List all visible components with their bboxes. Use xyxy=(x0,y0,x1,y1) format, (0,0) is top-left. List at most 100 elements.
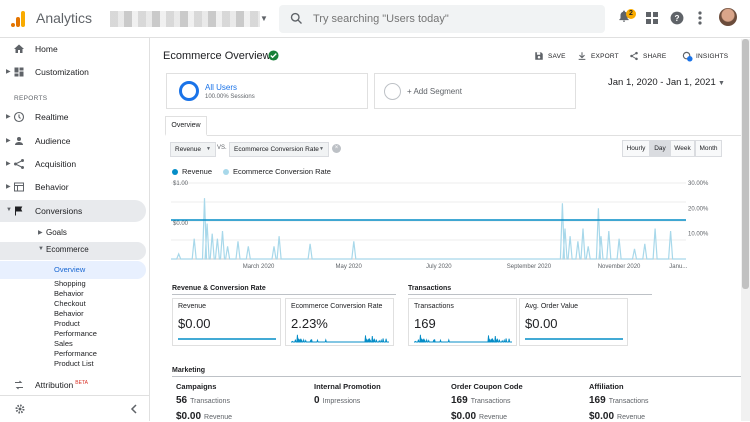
segment-ring-icon xyxy=(179,81,199,101)
notification-count-badge: 2 xyxy=(626,9,636,19)
kpi-name: Avg. Order Value xyxy=(525,303,578,310)
dashboard-icon xyxy=(13,66,25,78)
acquisition-icon xyxy=(13,158,25,170)
marketing-metric-label: Revenue xyxy=(204,414,232,421)
clock-icon xyxy=(13,111,25,123)
marketing-metric-label: Impressions xyxy=(323,398,361,405)
date-caret-down-icon[interactable]: ▼ xyxy=(718,80,725,87)
x-tick-label: Janu... xyxy=(669,264,687,270)
user-avatar[interactable] xyxy=(719,8,737,26)
settings-gear-icon[interactable] xyxy=(14,403,26,415)
sidebar-item-ecommerce[interactable]: ▼ Ecommerce xyxy=(0,242,146,260)
search-bar[interactable] xyxy=(279,5,605,33)
x-tick-label: November 2020 xyxy=(598,264,641,270)
date-range-picker[interactable]: Jan 1, 2020 - Jan 1, 2021 xyxy=(608,77,716,88)
compare-metric-select[interactable]: Ecommerce Conversion Rate▼ xyxy=(229,142,329,157)
section-divider xyxy=(408,294,652,295)
kpi-name: Revenue xyxy=(178,303,206,310)
kpi-conversion-rate[interactable]: Ecommerce Conversion Rate 2.23% xyxy=(285,298,394,346)
sidebar-item-behavior[interactable]: ▶ Behavior xyxy=(0,176,150,198)
search-input[interactable] xyxy=(313,9,593,29)
section-divider xyxy=(172,376,744,377)
caret-right-icon: ▶ xyxy=(6,68,11,75)
segment-name: All Users xyxy=(205,83,237,92)
help-icon[interactable]: ? xyxy=(670,11,684,25)
marketing-value: 169 xyxy=(589,395,606,406)
y-left-tick-label: $0.00 xyxy=(173,221,189,227)
granularity-month-button[interactable]: Month xyxy=(695,140,722,157)
granularity-day-button[interactable]: Day xyxy=(650,140,670,157)
marketing-metric-label: Revenue xyxy=(617,414,645,421)
caret-down-icon: ▼ xyxy=(6,207,12,213)
caret-down-icon[interactable]: ▼ xyxy=(260,14,268,23)
marketing-value: 56 xyxy=(176,395,187,406)
add-segment-button[interactable]: + Add Segment xyxy=(374,73,576,109)
legend-conversion: Ecommerce Conversion Rate xyxy=(233,167,331,176)
sidebar-item-home[interactable]: Home xyxy=(0,38,150,60)
x-tick-label: May 2020 xyxy=(335,264,362,270)
x-tick-label: July 2020 xyxy=(426,264,452,270)
person-icon xyxy=(13,135,25,147)
primary-metric-select[interactable]: Revenue▼ xyxy=(170,142,216,157)
export-label: EXPORT xyxy=(591,53,619,60)
scrollbar-thumb[interactable] xyxy=(742,39,749,289)
share-label: SHARE xyxy=(643,53,666,60)
clear-compare-icon[interactable]: × xyxy=(332,144,341,153)
segment-all-users[interactable]: All Users 100.00% Sessions xyxy=(166,73,368,109)
more-vert-icon[interactable] xyxy=(698,11,702,25)
account-selector[interactable] xyxy=(110,11,260,27)
sidebar-item-sales-performance[interactable]: Sales Performance xyxy=(54,339,97,359)
add-segment-label: + Add Segment xyxy=(407,87,462,96)
top-bar: Analytics ▼ 2 ? xyxy=(0,0,750,38)
sidebar-item-customization[interactable]: ▶ Customization xyxy=(0,61,150,83)
kpi-name: Ecommerce Conversion Rate xyxy=(291,303,382,310)
primary-metric-label: Revenue xyxy=(175,146,201,153)
y-right-tick-label: 20.00% xyxy=(688,206,709,212)
app-title[interactable]: Analytics xyxy=(36,10,92,26)
sidebar-footer xyxy=(0,395,150,421)
sidebar-item-shopping-behavior[interactable]: Shopping Behavior xyxy=(54,279,86,299)
download-icon xyxy=(577,51,587,61)
section-marketing: Marketing xyxy=(172,367,205,374)
marketing-heading: Internal Promotion xyxy=(314,382,381,391)
sidebar-item-checkout-behavior[interactable]: Checkout Behavior xyxy=(54,299,86,319)
kpi-revenue[interactable]: Revenue $0.00 xyxy=(172,298,281,346)
sidebar-item-audience[interactable]: ▶ Audience xyxy=(0,130,150,152)
page-scrollbar[interactable] xyxy=(741,39,750,421)
x-tick-label: March 2020 xyxy=(243,264,275,270)
marketing-metric-label: Transactions xyxy=(190,398,230,405)
kpi-transactions[interactable]: Transactions 169 xyxy=(408,298,517,346)
conversion-rate-series-line xyxy=(171,198,686,259)
marketing-metric-label: Revenue xyxy=(479,414,507,421)
apps-grid-icon[interactable] xyxy=(646,12,658,24)
sidebar-item-label: Realtime xyxy=(35,112,69,122)
legend-revenue: Revenue xyxy=(182,167,212,176)
sidebar-item-product-list[interactable]: Product List xyxy=(54,359,94,369)
sidebar-item-acquisition[interactable]: ▶ Acquisition xyxy=(0,153,150,175)
tab-overview[interactable]: Overview xyxy=(165,116,207,136)
granularity-week-button[interactable]: Week xyxy=(670,140,695,157)
collapse-chevron-left-icon[interactable] xyxy=(130,404,138,414)
share-icon xyxy=(629,51,639,61)
sidebar-item-product-performance[interactable]: Product Performance xyxy=(54,319,97,339)
vs-label: VS. xyxy=(217,145,227,151)
sidebar-item-label: Sales xyxy=(54,339,97,349)
analytics-logo-icon[interactable] xyxy=(10,10,26,28)
granularity-hourly-button[interactable]: Hourly xyxy=(622,140,650,157)
kpi-avg-order-value[interactable]: Avg. Order Value $0.00 xyxy=(519,298,628,346)
svg-text:?: ? xyxy=(675,14,680,23)
sidebar-item-label: Performance xyxy=(54,329,97,339)
y-right-tick-label: 10.00% xyxy=(688,232,709,238)
sidebar-item-goals[interactable]: ▶ Goals xyxy=(0,225,150,241)
beta-badge: BETA xyxy=(75,380,88,386)
section-revenue-conversion: Revenue & Conversion Rate xyxy=(172,285,266,292)
sidebar-item-label: Conversions xyxy=(35,206,82,216)
sidebar-item-realtime[interactable]: ▶ Realtime xyxy=(0,106,150,128)
sidebar-item-label: Home xyxy=(35,44,58,54)
sidebar-item-conversions[interactable]: ▼ Conversions xyxy=(0,200,146,222)
reports-section-label: REPORTS xyxy=(14,95,47,102)
sidebar-item-overview[interactable]: Overview xyxy=(0,261,146,279)
sidebar-item-label: Goals xyxy=(46,228,67,237)
